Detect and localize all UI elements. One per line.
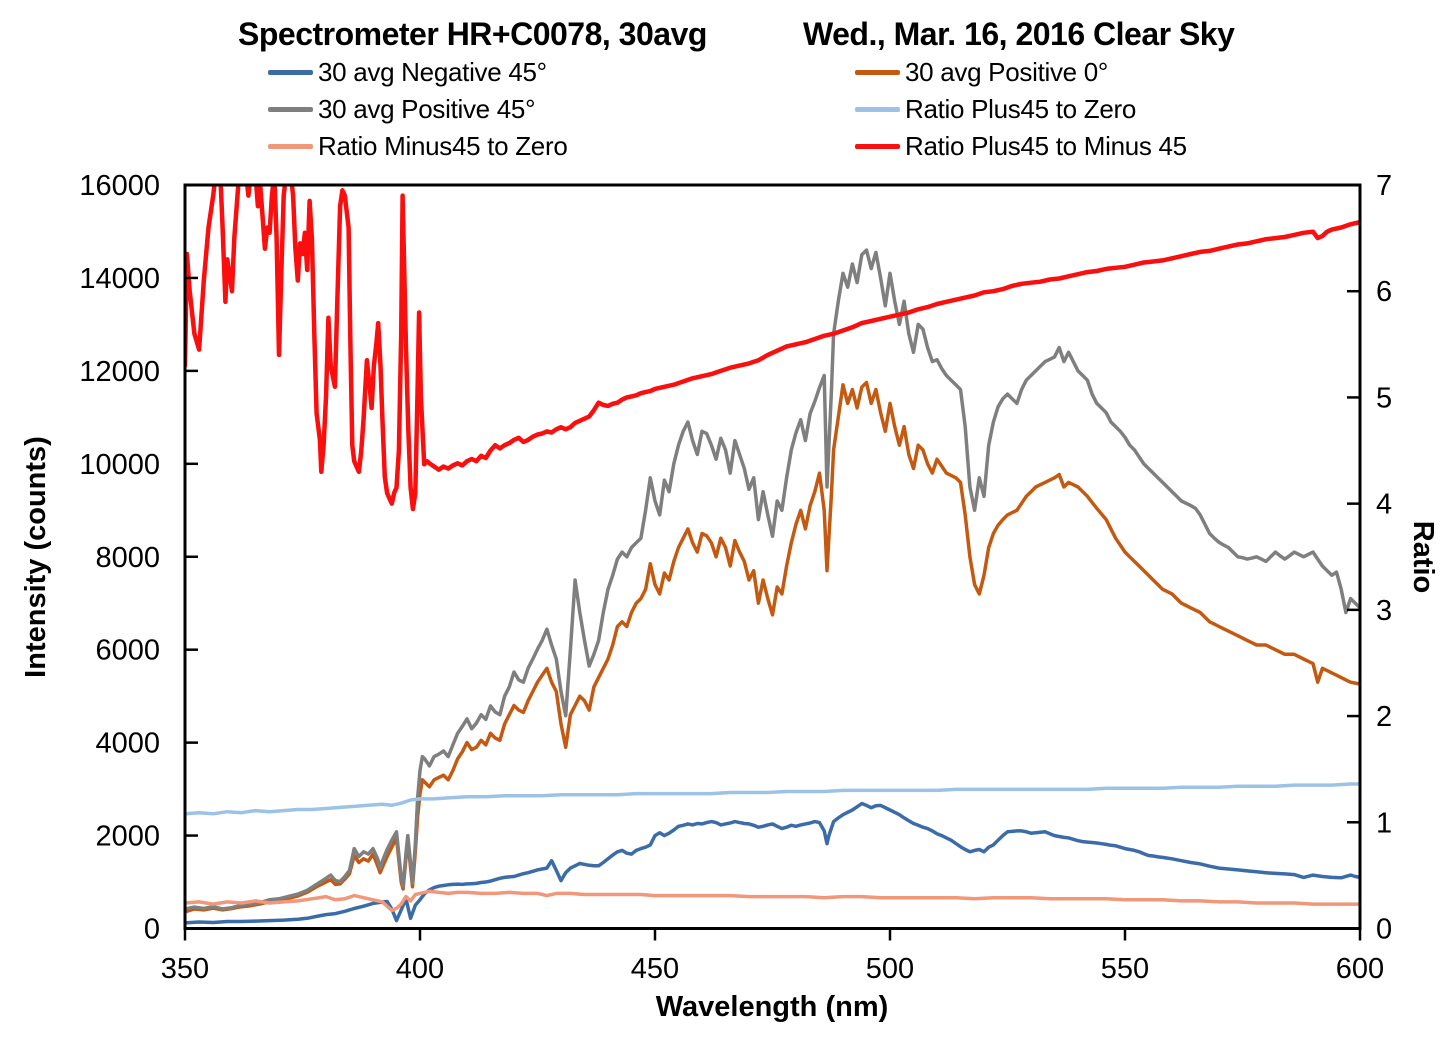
plot-area — [185, 185, 1360, 925]
chart-legend: 30 avg Negative 45° 30 avg Positive 45° Ra… — [0, 0, 1440, 170]
legend-swatch-ratio-plus45-to-zero — [855, 106, 900, 112]
series-line-ratio-plus45-to-zero — [185, 782, 1360, 816]
y-left-tick-label: 14000 — [79, 263, 160, 295]
legend-item-ratio-plus45-to-zero: Ratio Plus45 to Zero — [855, 94, 1136, 124]
series-line-30-avg-positive-0 — [185, 380, 1360, 914]
x-axis-title: Wavelength (nm) — [656, 991, 889, 1023]
legend-label: Ratio Plus45 to Zero — [905, 93, 1137, 124]
legend-item-ratio-plus45-to-minus-45: Ratio Plus45 to Minus 45 — [855, 131, 1187, 161]
legend-swatch-ratio-plus45-to-minus-45 — [855, 143, 900, 149]
y-right-tick-label: 7 — [1376, 170, 1392, 202]
y-right-tick-label: 4 — [1376, 489, 1392, 521]
legend-swatch-30-avg-negative-45 — [268, 69, 313, 75]
axis-tick-labels: 0 2000 4000 6000 8000 10000 12000 14000 16000 0 1 2… — [79, 170, 1392, 985]
chart-title-right: Wed., Mar. 16, 2016 Clear Sky — [803, 16, 1235, 52]
y-right-axis-title: Ratio — [1407, 521, 1439, 594]
legend-item-30-avg-positive-45: 30 avg Positive 45° — [268, 94, 535, 124]
x-tick-label: 550 — [1101, 953, 1149, 985]
y-left-tick-label: 4000 — [95, 728, 160, 760]
y-right-tick-label: 2 — [1376, 701, 1392, 733]
axis-ticks — [183, 183, 1362, 941]
y-right-tick-label: 5 — [1376, 382, 1392, 414]
chart-title-left: Spectrometer HR+C0078, 30avg — [238, 16, 707, 52]
legend-item-ratio-minus45-to-zero: Ratio Minus45 to Zero — [268, 131, 568, 161]
legend-item-30-avg-positive-0: 30 avg Positive 0° — [855, 57, 1108, 87]
legend-item-30-avg-negative-45: 30 avg Negative 45° — [268, 57, 547, 87]
series-line-30-avg-positive-45 — [185, 248, 1360, 911]
legend-swatch-30-avg-positive-0 — [855, 69, 900, 75]
y-right-tick-label: 3 — [1376, 595, 1392, 627]
y-left-tick-label: 2000 — [95, 821, 160, 853]
series-line-ratio-minus45-to-zero — [185, 889, 1360, 913]
y-left-tick-label: 12000 — [79, 356, 160, 388]
legend-label: Ratio Plus45 to Minus 45 — [905, 130, 1187, 161]
x-tick-label: 400 — [396, 953, 444, 985]
y-left-tick-label: 0 — [144, 914, 160, 946]
y-left-tick-label: 16000 — [79, 170, 160, 202]
y-right-tick-label: 1 — [1376, 807, 1392, 839]
chart-title: Spectrometer HR+C0078, 30avg Wed., Mar. … — [0, 16, 1440, 56]
y-left-tick-label: 6000 — [95, 635, 160, 667]
y-left-tick-label: 8000 — [95, 542, 160, 574]
legend-swatch-30-avg-positive-45 — [268, 106, 313, 112]
x-tick-label: 450 — [631, 953, 679, 985]
x-tick-label: 600 — [1336, 953, 1384, 985]
series-line-30-avg-negative-45 — [185, 801, 1360, 925]
y-left-axis-title: Intensity (counts) — [20, 436, 52, 678]
y-right-tick-label: 6 — [1376, 276, 1392, 308]
x-tick-label: 350 — [161, 953, 209, 985]
legend-label: 30 avg Positive 45° — [318, 93, 536, 124]
series-line-ratio-plus45-to-minus-45 — [185, 185, 1360, 512]
legend-label: 30 avg Negative 45° — [318, 56, 547, 87]
legend-label: Ratio Minus45 to Zero — [318, 130, 568, 161]
x-tick-label: 500 — [866, 953, 914, 985]
legend-label: 30 avg Positive 0° — [905, 56, 1109, 87]
y-right-tick-label: 0 — [1376, 914, 1392, 946]
legend-swatch-ratio-minus45-to-zero — [268, 143, 313, 149]
y-left-tick-label: 10000 — [79, 449, 160, 481]
plot-border — [183, 183, 1362, 930]
